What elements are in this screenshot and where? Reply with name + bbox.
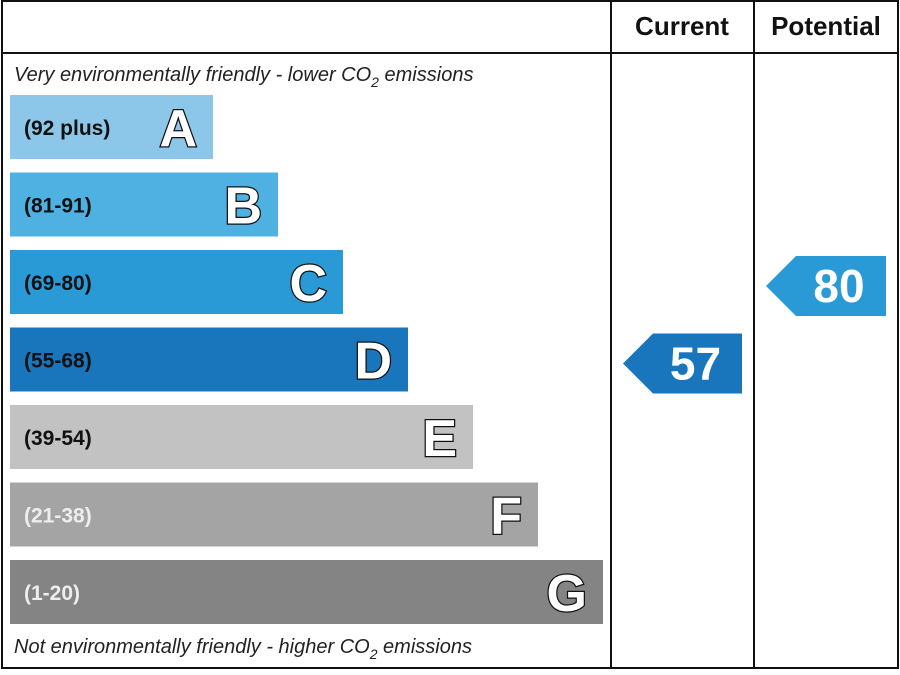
band-d-range: (55-68) <box>24 350 92 373</box>
potential-rating-value: 80 <box>813 260 864 312</box>
band-f-bar <box>10 482 538 547</box>
band-b-range: (81-91) <box>24 195 92 218</box>
band-g-letter: G <box>547 565 587 623</box>
band-f-letter: F <box>490 488 522 546</box>
band-d-bar <box>10 327 408 392</box>
current-column-header: Current <box>635 11 729 41</box>
band-g-bar <box>10 560 603 624</box>
band-b-letter: B <box>224 178 262 236</box>
rating-bands: (92 plus) A (81-91) B (69-80) C (55-68) D (39-54… <box>10 95 603 624</box>
band-e-bar <box>10 405 473 469</box>
potential-column-header: Potential <box>771 11 881 41</box>
potential-rating-arrow <box>766 256 886 316</box>
band-f-range: (21-38) <box>24 505 92 528</box>
band-g-range: (1-20) <box>24 582 80 605</box>
band-a-range: (92 plus) <box>24 117 110 140</box>
band-d-letter: D <box>354 333 392 391</box>
current-rating-arrow <box>623 333 742 394</box>
band-c-letter: C <box>289 255 327 313</box>
rating-arrows: 57 80 <box>623 256 886 394</box>
band-a-letter: A <box>159 100 197 158</box>
band-e-range: (39-54) <box>24 427 92 450</box>
bottom-caption: Not environmentally friendly - higher CO… <box>14 636 472 662</box>
band-a-bar <box>10 95 213 159</box>
band-c-range: (69-80) <box>24 272 92 295</box>
band-b-bar <box>10 172 278 237</box>
band-e-letter: E <box>422 410 457 468</box>
top-caption: Very environmentally friendly - lower CO… <box>14 64 473 90</box>
band-c-bar <box>10 250 343 314</box>
current-rating-value: 57 <box>670 338 721 390</box>
